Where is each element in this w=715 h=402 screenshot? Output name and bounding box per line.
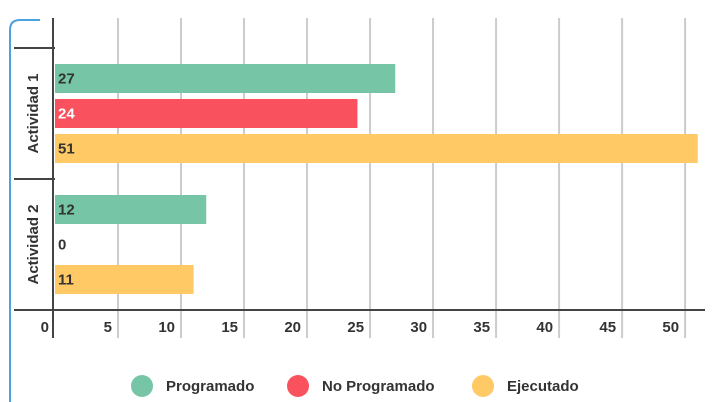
data-label: 12 [58, 201, 75, 218]
data-label: 11 [58, 271, 74, 288]
bar [55, 195, 207, 224]
data-label: 24 [58, 105, 75, 122]
data-label: 51 [58, 140, 75, 157]
bar [55, 265, 194, 294]
x-tick-label: 15 [221, 319, 238, 336]
x-tick-label: 45 [599, 319, 616, 336]
x-tick-label: 30 [410, 319, 427, 336]
bar [55, 64, 396, 93]
legend-marker [131, 375, 153, 397]
data-label: 0 [58, 236, 66, 253]
bar [55, 134, 698, 163]
x-tick-label: 0 [41, 319, 49, 336]
legend-label: Programado [166, 378, 254, 395]
data-label: 27 [58, 70, 75, 87]
x-tick-label: 5 [104, 319, 112, 336]
y-tick-label: Actividad 2 [25, 204, 42, 284]
x-tick-label: 35 [473, 319, 490, 336]
x-tick-label: 10 [158, 319, 175, 336]
legend-marker [472, 375, 494, 397]
x-tick-label: 40 [536, 319, 553, 336]
x-tick-label: 20 [284, 319, 301, 336]
legend-marker [287, 375, 309, 397]
legend-label: No Programado [322, 378, 435, 395]
y-tick-label: Actividad 1 [25, 73, 42, 153]
bar [55, 99, 358, 128]
x-tick-label: 25 [347, 319, 364, 336]
card-border [9, 19, 40, 402]
legend-label: Ejecutado [507, 378, 579, 395]
x-tick-label: 50 [662, 319, 679, 336]
